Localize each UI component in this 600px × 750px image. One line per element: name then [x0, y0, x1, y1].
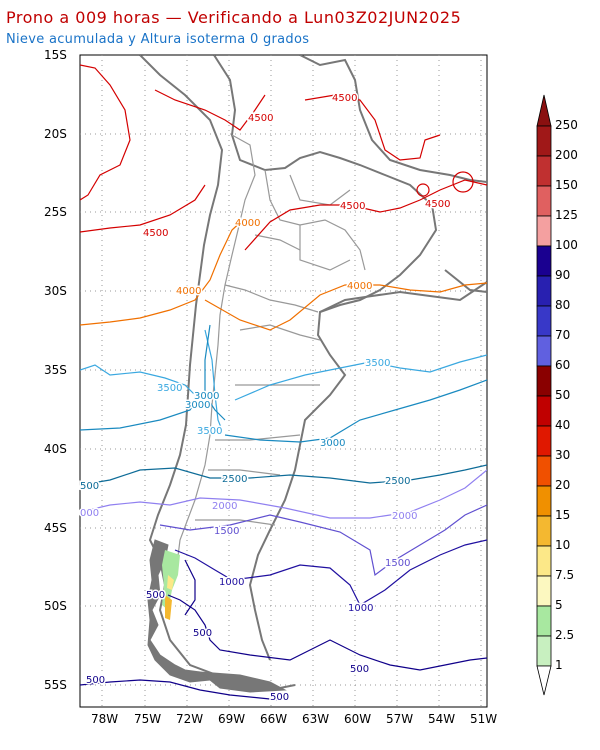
- colorbar-label: 90: [555, 268, 571, 282]
- contour-label: 4000: [347, 281, 372, 292]
- lat-label: 35S: [44, 363, 67, 377]
- colorbar-label: 15: [555, 508, 571, 522]
- colorbar-label: 40: [555, 418, 571, 432]
- lon-label: 78W: [91, 712, 119, 726]
- map-subtitle: Nieve acumulada y Altura isoterma 0 grad…: [6, 32, 310, 47]
- lat-label: 25S: [44, 205, 67, 219]
- lat-label: 15S: [44, 48, 67, 62]
- contour-label: 4500: [332, 93, 357, 104]
- colorbar-label: 20: [555, 478, 571, 492]
- lat-label: 20S: [44, 127, 67, 141]
- contour-label: 3000: [194, 391, 219, 402]
- country-borders: [174, 134, 366, 581]
- contour-label: 3500: [365, 358, 390, 369]
- contour-label: 500: [270, 692, 289, 703]
- lon-label: 69W: [218, 712, 246, 726]
- contour-500: [80, 559, 487, 701]
- contour-label: 1000: [348, 603, 373, 614]
- colorbar-label: 200: [555, 148, 578, 162]
- lon-label: 72W: [176, 712, 204, 726]
- snow-patches: [162, 550, 180, 620]
- lon-label: 66W: [260, 712, 288, 726]
- lon-label: 51W: [470, 712, 498, 726]
- contour-label: 4000: [235, 218, 260, 229]
- colorbar: [536, 94, 552, 696]
- colorbar-label: 30: [555, 448, 571, 462]
- contour-label: 4500: [425, 199, 450, 210]
- contour-label: 4500: [143, 228, 168, 239]
- contour-label: 4500: [248, 113, 273, 124]
- contour-label: 3500: [157, 383, 182, 394]
- colorbar-label: 70: [555, 328, 571, 342]
- contour-4000: [80, 217, 487, 331]
- contour-label: 2500: [385, 476, 410, 487]
- contour-label: 4000: [176, 286, 201, 297]
- contour-1000: [174, 539, 487, 606]
- contour-label: 000: [80, 508, 99, 519]
- colorbar-label: 2.5: [555, 628, 575, 642]
- contour-2000: [80, 469, 487, 519]
- lat-label: 45S: [44, 521, 67, 535]
- contour-label: 500: [86, 675, 105, 686]
- contour-3000: [80, 324, 487, 443]
- lat-label: 40S: [44, 442, 67, 456]
- colorbar-label: 150: [555, 178, 578, 192]
- lon-label: 75W: [134, 712, 162, 726]
- contour-label: 2000: [392, 511, 417, 522]
- lon-label: 57W: [386, 712, 414, 726]
- colorbar-label: 7.5: [555, 568, 575, 582]
- contour-1500: [159, 504, 487, 577]
- colorbar-label: 1: [555, 658, 563, 672]
- contour-label: 1000: [219, 577, 244, 588]
- contour-label: 3000: [185, 400, 210, 411]
- contour-label: 2500: [222, 474, 247, 485]
- contour-label: 3000: [320, 438, 345, 449]
- lon-label: 63W: [302, 712, 330, 726]
- contour-label: 500: [193, 628, 212, 639]
- contour-label: 3500: [197, 426, 222, 437]
- colorbar-label: 5: [555, 598, 563, 612]
- contour-2500: [80, 464, 487, 486]
- lat-label: 30S: [44, 284, 67, 298]
- colorbar-label: 10: [555, 538, 571, 552]
- islands: [147, 539, 287, 693]
- colorbar-label: 80: [555, 298, 571, 312]
- lon-label: 60W: [344, 712, 372, 726]
- contour-label: 4500: [340, 201, 365, 212]
- lon-label: 54W: [428, 712, 456, 726]
- contour-label: 500: [80, 481, 99, 492]
- colorbar-label: 60: [555, 358, 571, 372]
- contour-label: 1500: [214, 526, 239, 537]
- contour-label: 1500: [385, 558, 410, 569]
- colorbar-label: 100: [555, 238, 578, 252]
- colorbar-label: 50: [555, 388, 571, 402]
- colorbar-label: 250: [555, 118, 578, 132]
- map-grid: [80, 55, 487, 707]
- contour-3500: [80, 329, 487, 431]
- lat-label: 50S: [44, 599, 67, 613]
- contour-label: 2000: [212, 501, 237, 512]
- map-title: Prono a 009 horas — Verificando a Lun03Z…: [6, 8, 462, 27]
- contour-label: 500: [146, 590, 165, 601]
- lat-label: 55S: [44, 678, 67, 692]
- coastline: [139, 55, 487, 692]
- contour-label: 500: [350, 664, 369, 675]
- colorbar-label: 125: [555, 208, 578, 222]
- contour-4500: [80, 64, 487, 251]
